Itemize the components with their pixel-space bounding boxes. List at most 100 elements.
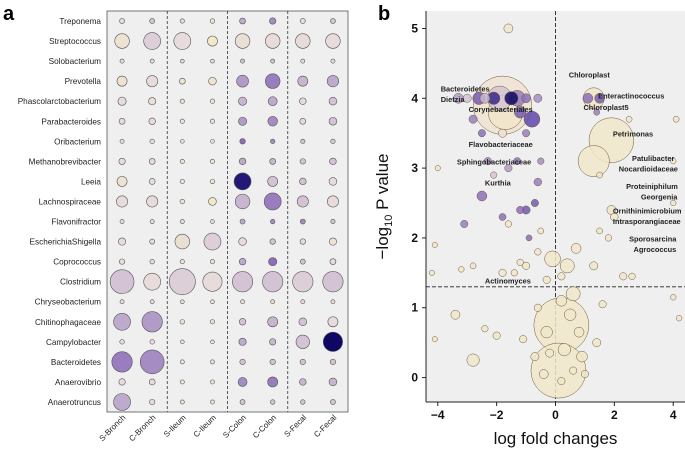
data-point	[610, 212, 619, 222]
row-label: Clostridium	[60, 278, 101, 287]
bubble	[173, 32, 192, 50]
bubble	[239, 138, 246, 145]
taxon-annotation: Agrococcus	[633, 245, 676, 254]
y-tick-label: 4	[411, 91, 418, 105]
y-axis-title-part: −log	[373, 227, 392, 260]
bubble	[328, 237, 337, 246]
bubble	[149, 18, 156, 24]
bubble	[179, 259, 185, 265]
bubble	[295, 33, 311, 49]
bubble	[268, 257, 278, 267]
data-point	[462, 93, 472, 103]
data-point	[521, 93, 531, 104]
data-point	[490, 171, 498, 179]
data-point	[577, 145, 610, 177]
row-label: Chitinophagaceae	[35, 318, 101, 327]
bubble	[330, 299, 336, 305]
row-label: Chryseobacterium	[35, 298, 102, 307]
bubble	[149, 398, 156, 406]
bubble	[148, 117, 156, 125]
x-tick-label: 2	[611, 408, 618, 422]
bubble	[210, 399, 215, 405]
row-label: Streptococcus	[49, 37, 101, 46]
data-point	[492, 331, 501, 340]
taxon-annotation: Enteractinococcus	[598, 91, 664, 100]
taxon-annotation: Proteiniphilum	[626, 182, 678, 191]
bubble	[139, 349, 165, 375]
bubble	[179, 379, 185, 385]
bubble	[299, 218, 306, 225]
data-point	[557, 377, 566, 386]
data-point	[534, 248, 542, 256]
data-point	[504, 164, 513, 173]
x-tick-label: −2	[490, 408, 504, 422]
taxon-annotation: Actinomyces	[485, 276, 531, 285]
bubble	[143, 272, 161, 291]
y-tick-label: 3	[411, 161, 418, 175]
bubble	[149, 58, 155, 64]
bubble	[208, 76, 217, 86]
y-tick-label: 0	[411, 371, 418, 385]
bubble	[149, 259, 155, 265]
bubble	[239, 218, 246, 225]
taxon-annotation: Nocardioidaceae	[619, 165, 678, 174]
bubble	[265, 73, 281, 89]
bubble	[267, 376, 279, 388]
bubble	[237, 377, 248, 387]
bubble	[327, 316, 339, 328]
bubble	[326, 75, 339, 88]
bubble	[210, 219, 215, 224]
bubble	[179, 178, 185, 184]
data-point	[533, 177, 542, 187]
x-axis-title: log fold changes	[494, 429, 618, 448]
data-point	[523, 111, 541, 128]
bubble	[209, 178, 216, 185]
bubble	[148, 158, 156, 165]
bubble	[118, 157, 126, 165]
bubble	[109, 269, 135, 294]
bubble	[208, 197, 217, 206]
bubble	[296, 195, 309, 208]
data-point	[469, 262, 477, 270]
bubble	[328, 177, 338, 186]
data-point	[625, 115, 633, 123]
data-point	[525, 234, 533, 242]
bubble	[267, 116, 278, 127]
data-point	[580, 370, 589, 379]
data-point	[589, 261, 599, 271]
column-label: S-Bronch	[98, 413, 128, 443]
panel-b-label: b	[378, 3, 390, 25]
data-point	[569, 366, 578, 375]
bubble	[209, 259, 215, 265]
bubble	[148, 378, 156, 386]
row-label: Parabacteroides	[41, 117, 101, 126]
bubble	[299, 358, 306, 365]
bubble	[300, 399, 306, 405]
data-point	[458, 266, 465, 273]
bubble	[299, 117, 307, 125]
bubble	[297, 75, 309, 87]
bubble	[207, 35, 218, 47]
bubble-matrix-panel: Treponema Streptococcus Solobacterium Prevo…	[18, 10, 349, 443]
row-label: EscherichiaShigella	[30, 238, 102, 247]
data-point	[672, 115, 680, 123]
bubble	[299, 97, 307, 105]
bubble	[114, 33, 130, 49]
bubble	[329, 258, 337, 265]
row-label: Prevotella	[65, 77, 102, 86]
data-point	[619, 272, 628, 281]
bubble	[270, 138, 276, 144]
bubble	[179, 158, 185, 164]
data-point	[542, 275, 551, 284]
column-label: C-Fecal	[312, 413, 338, 439]
bubble	[238, 237, 247, 246]
bubble	[300, 138, 306, 144]
data-point	[544, 250, 561, 268]
data-point	[582, 93, 594, 104]
bubble	[149, 339, 155, 345]
bubble	[179, 18, 185, 24]
bubble	[210, 58, 215, 64]
bubble	[179, 198, 185, 205]
data-point	[434, 165, 441, 172]
